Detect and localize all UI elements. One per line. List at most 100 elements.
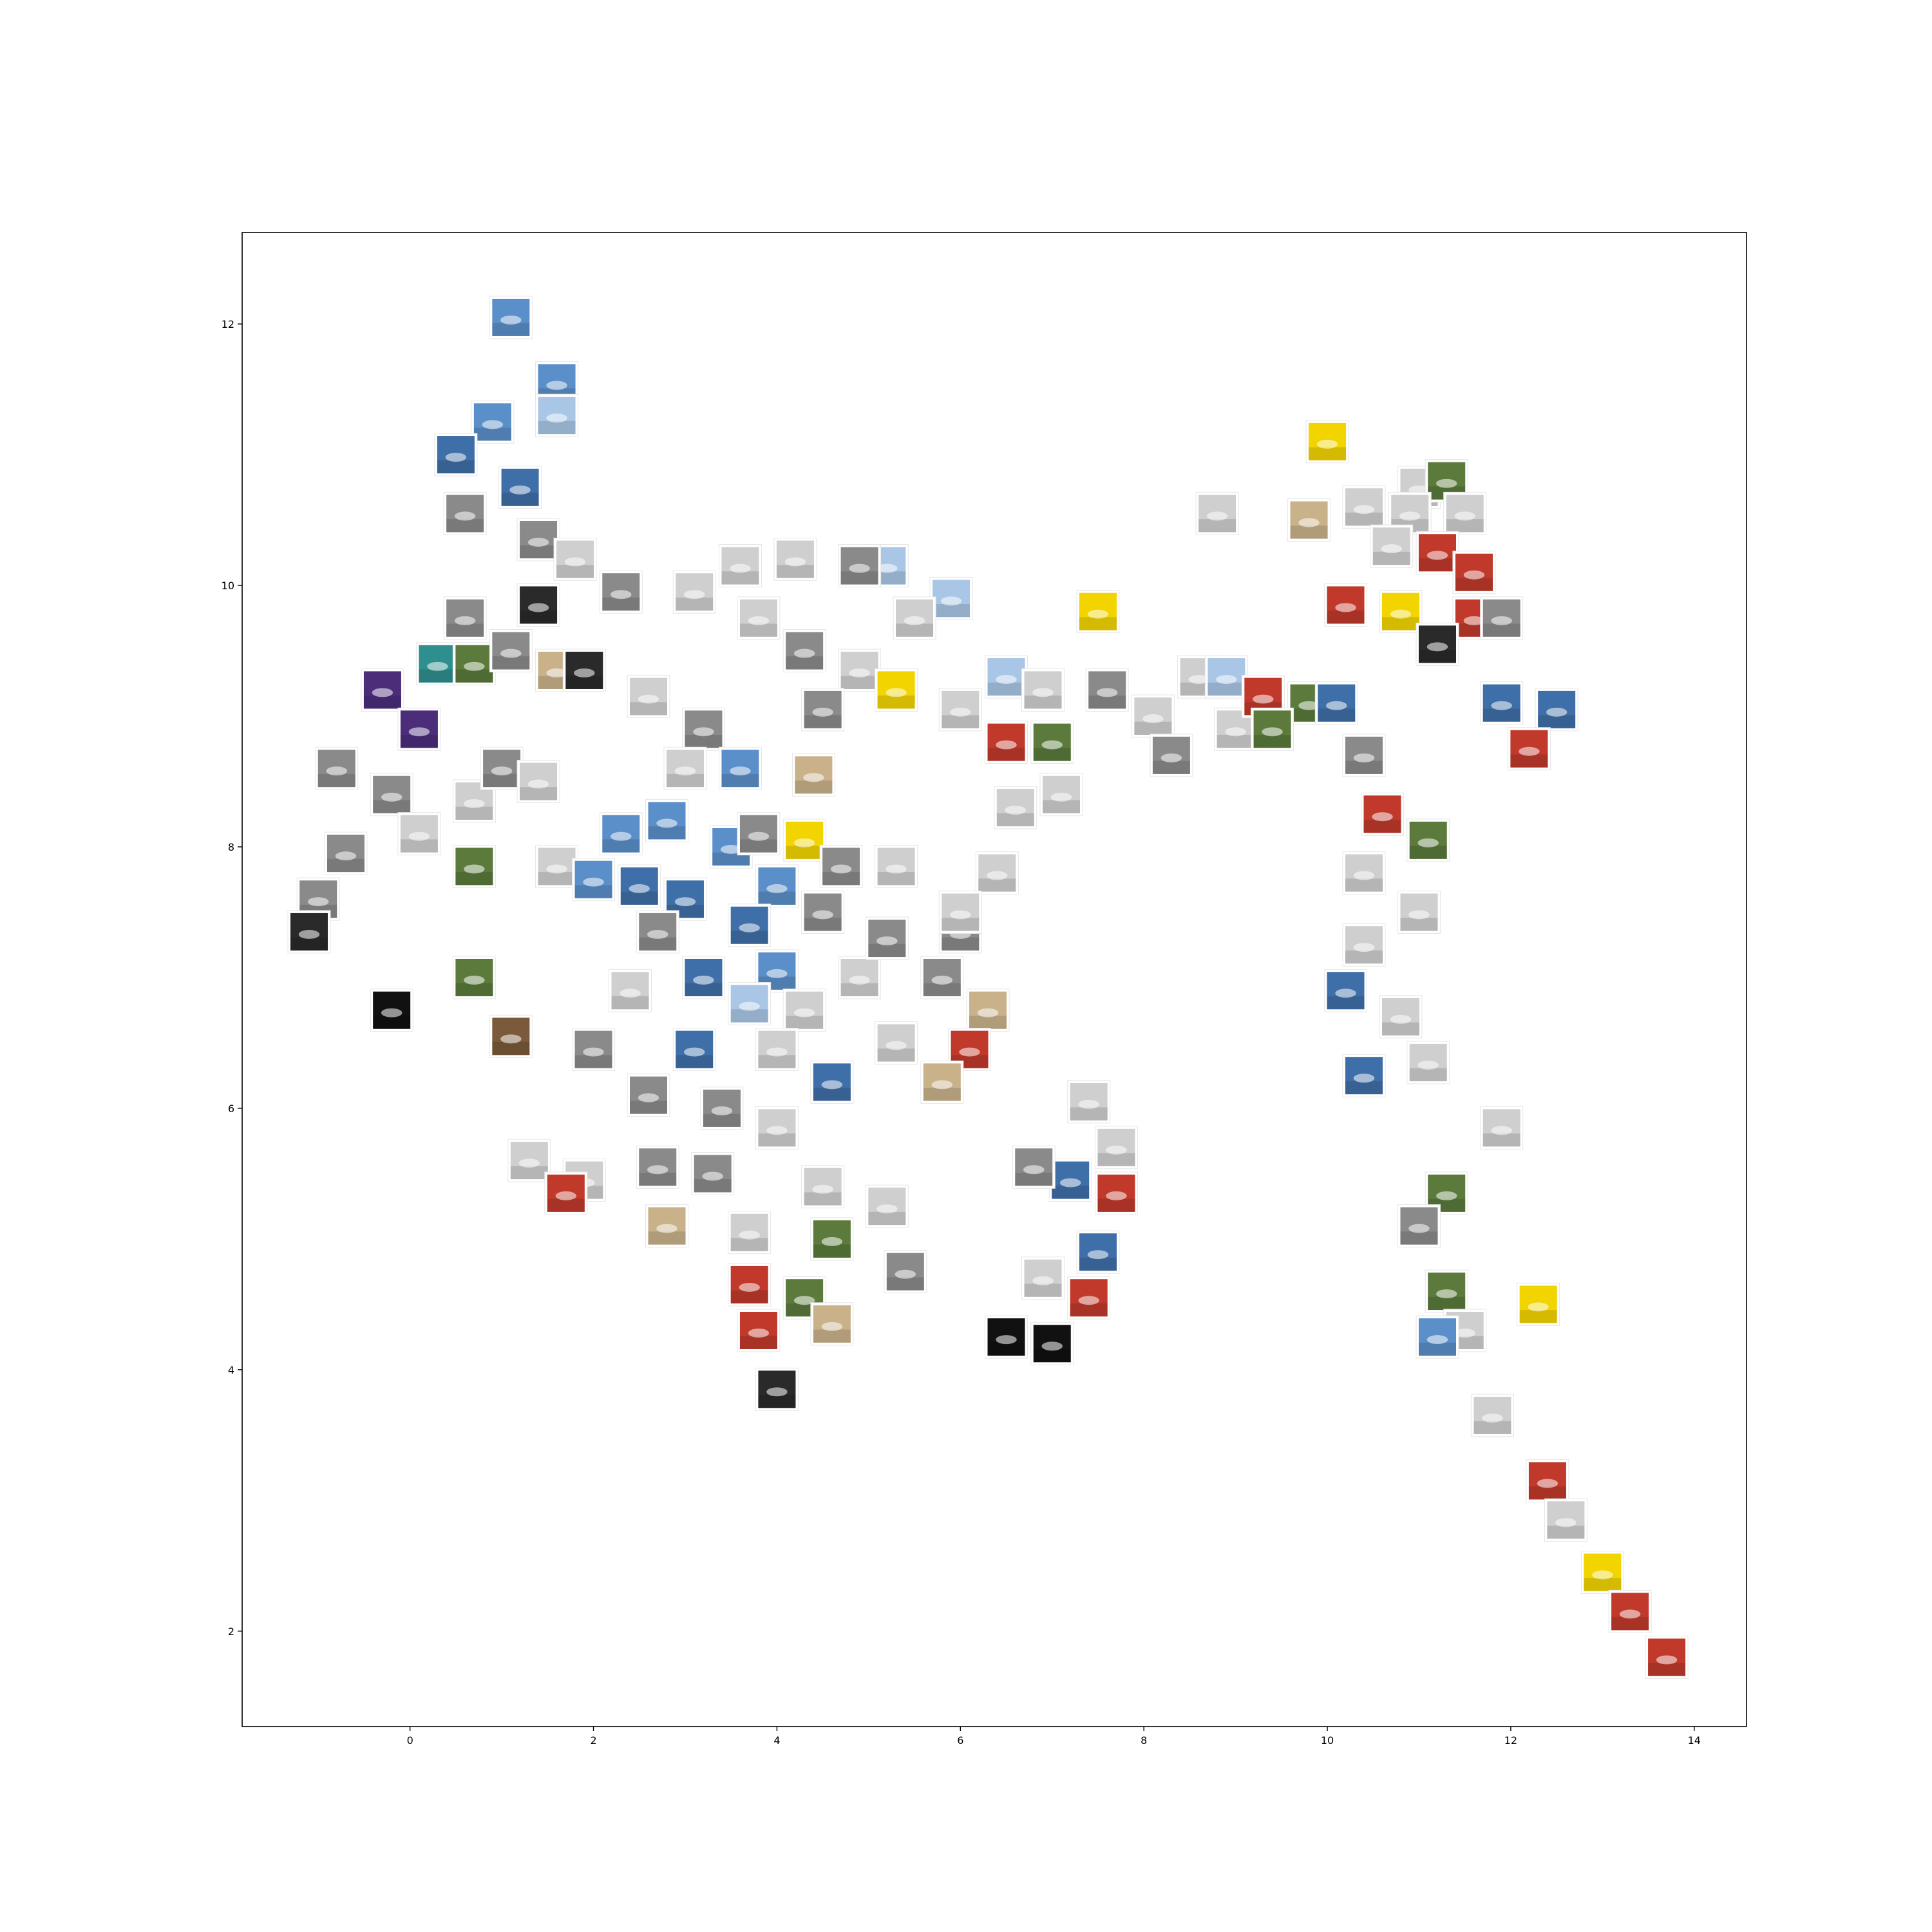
thumbnail-subject [1206, 511, 1228, 521]
data-point-thumbnail [1030, 1321, 1074, 1365]
data-point-thumbnail [471, 400, 515, 444]
thumbnail-shade [520, 611, 558, 624]
thumbnail-subject [821, 1080, 843, 1090]
x-tick-label: 14 [1688, 1734, 1701, 1747]
data-point-thumbnail [801, 1165, 845, 1209]
thumbnail-subject [766, 884, 788, 893]
data-point-thumbnail [599, 570, 643, 614]
data-point-thumbnail [645, 1204, 688, 1248]
thumbnail-subject [454, 511, 476, 521]
thumbnail-shade [1327, 996, 1365, 1010]
thumbnail-shade [363, 696, 401, 709]
data-point-thumbnail [1094, 1126, 1138, 1170]
thumbnail-shade [840, 983, 878, 996]
x-tick-label: 2 [590, 1734, 596, 1747]
data-point-thumbnail [1517, 1282, 1560, 1326]
thumbnail-shade [602, 839, 640, 853]
thumbnail-subject [996, 740, 1017, 750]
data-point-thumbnail [755, 1367, 799, 1411]
data-point-thumbnail [875, 1021, 918, 1065]
thumbnail-shade [455, 669, 493, 683]
thumbnail-shade [290, 937, 328, 951]
data-point-thumbnail [985, 655, 1028, 699]
thumbnail-subject [876, 564, 898, 573]
thumbnail-subject [693, 727, 714, 737]
data-point-thumbnail [1342, 1054, 1386, 1097]
data-point-thumbnail [966, 989, 1010, 1032]
thumbnail-subject [546, 413, 567, 423]
thumbnail-shade [473, 428, 511, 441]
data-point-thumbnail [755, 1028, 799, 1072]
data-point-thumbnail [1416, 622, 1459, 666]
x-tick-label: 8 [1141, 1734, 1147, 1747]
thumbnail-shade [639, 1172, 677, 1186]
thumbnail-shade [1033, 1349, 1071, 1363]
thumbnail-subject [702, 1171, 723, 1181]
data-point-thumbnail [452, 642, 496, 686]
data-point-thumbnail [718, 544, 762, 588]
thumbnail-shade [694, 1179, 732, 1193]
thumbnail-subject [950, 707, 971, 717]
data-point-thumbnail [572, 858, 616, 902]
thumbnail-subject [464, 799, 485, 808]
thumbnail-shade [676, 1055, 714, 1068]
data-point-thumbnail [287, 910, 331, 954]
thumbnail-subject [886, 864, 907, 874]
data-point-thumbnail [1195, 491, 1239, 535]
thumbnail-shade [758, 1133, 796, 1147]
thumbnail-subject [454, 616, 476, 625]
thumbnail-subject [464, 864, 485, 874]
thumbnail-subject [546, 864, 567, 874]
plot-area [287, 296, 1689, 1679]
y-tick-label: 4 [228, 1364, 234, 1376]
thumbnail-shade [1611, 1617, 1649, 1631]
thumbnail-subject [803, 773, 824, 782]
thumbnail-shade [896, 623, 934, 637]
data-point-thumbnail [1397, 1204, 1441, 1248]
thumbnail-shade [455, 806, 493, 820]
data-point-thumbnail [1470, 1394, 1514, 1437]
data-point-thumbnail [728, 1211, 772, 1255]
thumbnail-shade [685, 735, 723, 748]
data-point-thumbnail [443, 491, 487, 535]
thumbnail-subject [693, 975, 714, 985]
thumbnail-subject [1537, 1479, 1558, 1488]
data-point-thumbnail [1379, 995, 1423, 1039]
thumbnail-subject [766, 1387, 788, 1397]
data-point-thumbnail [773, 537, 817, 581]
data-point-thumbnail [324, 831, 368, 875]
thumbnail-shade [758, 1395, 796, 1408]
thumbnail-shade [327, 858, 365, 873]
thumbnail-subject [739, 1230, 760, 1240]
data-point-thumbnail [681, 956, 725, 999]
data-point-thumbnail [819, 844, 863, 888]
data-point-thumbnail [1443, 491, 1487, 535]
thumbnail-shade [1345, 878, 1383, 892]
data-point-thumbnail [985, 1315, 1028, 1359]
thumbnail-shade [520, 787, 558, 800]
thumbnail-shade [1547, 1526, 1585, 1539]
data-point-thumbnail [1021, 1256, 1065, 1300]
thumbnail-shade [1134, 721, 1172, 735]
thumbnail-subject [766, 1126, 788, 1135]
thumbnail-subject [1253, 694, 1274, 704]
thumbnail-subject [307, 897, 329, 907]
thumbnail-subject [1399, 511, 1421, 521]
data-point-thumbnail [489, 1014, 533, 1058]
thumbnail-shade [1382, 617, 1420, 630]
thumbnail-shade [1198, 519, 1236, 533]
data-point-thumbnail [636, 1145, 679, 1189]
x-tick-label: 12 [1504, 1734, 1517, 1747]
thumbnail-subject [1482, 1413, 1503, 1423]
thumbnail-subject [876, 936, 898, 946]
thumbnail-subject [326, 766, 347, 776]
thumbnail-shade [1482, 623, 1520, 637]
thumbnail-shade [1382, 1022, 1420, 1036]
thumbnail-shade [556, 565, 594, 578]
data-point-thumbnail [1150, 734, 1193, 777]
data-point-thumbnail [1342, 923, 1386, 967]
thumbnail-shade [520, 545, 558, 558]
thumbnail-subject [784, 557, 806, 567]
data-point-thumbnail [489, 296, 533, 339]
data-point-thumbnail [728, 1263, 772, 1307]
